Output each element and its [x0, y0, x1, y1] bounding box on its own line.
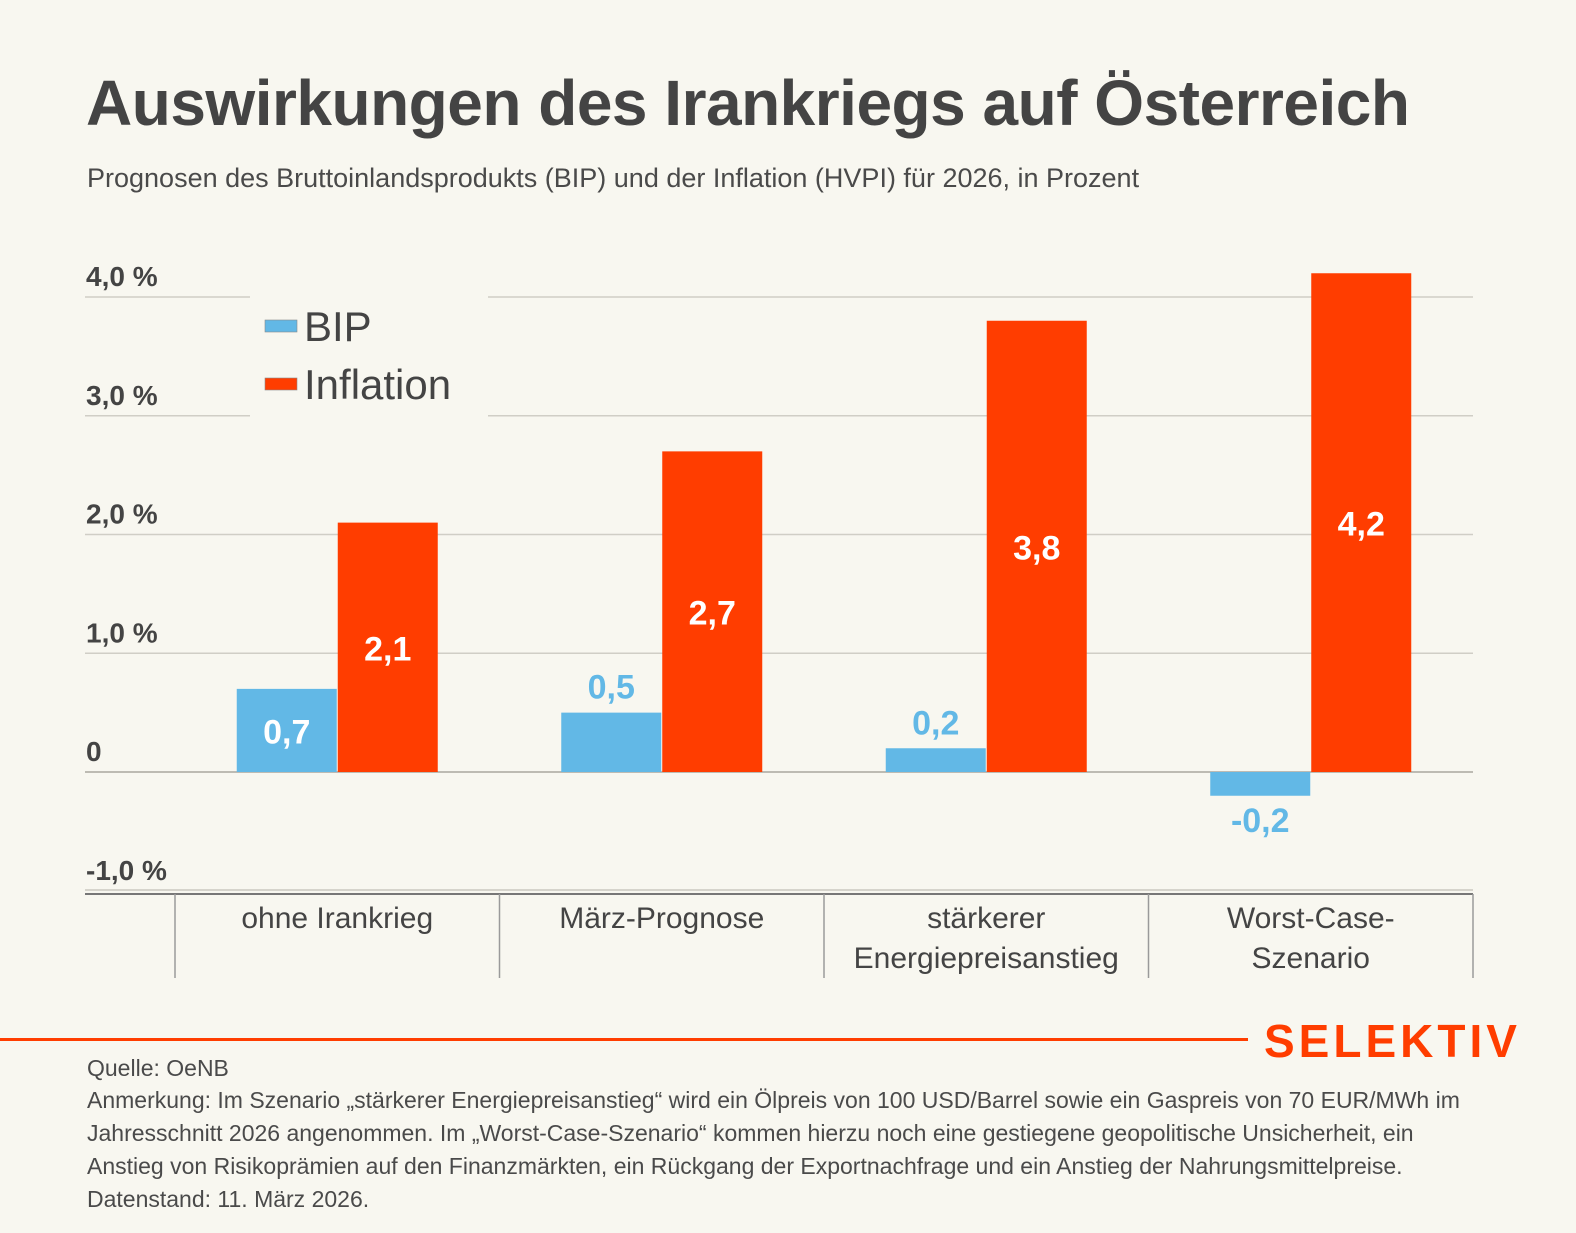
legend-swatch-bip: [264, 319, 298, 333]
x-tick-label: stärkerer: [927, 902, 1045, 935]
y-tick-label: 4,0 %: [86, 261, 158, 292]
x-tick-label: Worst-Case-: [1227, 902, 1395, 935]
y-tick-label: 2,0 %: [86, 499, 158, 530]
y-tick-label: 1,0 %: [86, 617, 158, 648]
brand-logo: SELEKTIV: [1264, 1015, 1521, 1067]
x-tick-label: März-Prognose: [559, 902, 764, 935]
bar-bip: [561, 712, 662, 772]
y-tick-label: 3,0 %: [86, 380, 158, 411]
bar-inflation: [337, 522, 438, 772]
y-axis-tick-labels: 4,0 % 3,0 % 2,0 % 1,0 % 0 -1,0 %: [86, 261, 167, 886]
bar-inflation: [1311, 273, 1412, 772]
bar-value-label: 2,1: [364, 630, 411, 668]
x-axis: ohne Irankrieg März-Prognose stärkerer Ener…: [85, 889, 1474, 978]
y-tick-label: 0: [86, 736, 102, 767]
y-tick-label: -1,0 %: [86, 855, 167, 886]
source-text: Quelle: OeNB: [87, 1055, 229, 1081]
bar-bip: [1210, 772, 1311, 796]
bars: [236, 273, 1412, 796]
legend-swatch-inflation: [264, 377, 298, 391]
bar-chart: 4,0 % 3,0 % 2,0 % 1,0 % 0 -1,0 % 0,7 2,1 0,5 2,7…: [85, 261, 1474, 978]
x-tick-label: Szenario: [1252, 942, 1370, 975]
bar-value-label: 2,7: [689, 595, 736, 633]
bar-value-label: 0,5: [588, 669, 635, 707]
bar-bip: [236, 688, 337, 772]
legend-label: BIP: [304, 303, 372, 350]
x-tick-label: ohne Irankrieg: [241, 902, 433, 935]
bar-value-label: 4,2: [1338, 506, 1385, 544]
bar-value-label: 3,8: [1013, 529, 1060, 567]
chart-subtitle: Prognosen des Bruttoinlandsprodukts (BIP…: [87, 163, 1140, 193]
chart-title: Auswirkungen des Irankriegs auf Österrei…: [86, 67, 1410, 139]
bar-value-label: 0,7: [263, 713, 310, 751]
footer-divider: [0, 1038, 1248, 1041]
x-tick-label: Energiepreisanstieg: [854, 942, 1119, 975]
legend: BIP Inflation: [264, 303, 451, 408]
bar-inflation: [662, 451, 763, 772]
bar-value-label: -0,2: [1231, 802, 1290, 840]
legend-label: Inflation: [304, 361, 451, 408]
bar-bip: [885, 748, 986, 772]
bar-value-labels: 0,7 2,1 0,5 2,7 0,2 3,8 -0,2 4,2: [263, 506, 1385, 840]
bar-value-label: 0,2: [912, 704, 959, 742]
bar-inflation: [986, 320, 1087, 772]
footnote-text: Anmerkung: Im Szenario „stärkerer Energi…: [87, 1087, 1460, 1212]
